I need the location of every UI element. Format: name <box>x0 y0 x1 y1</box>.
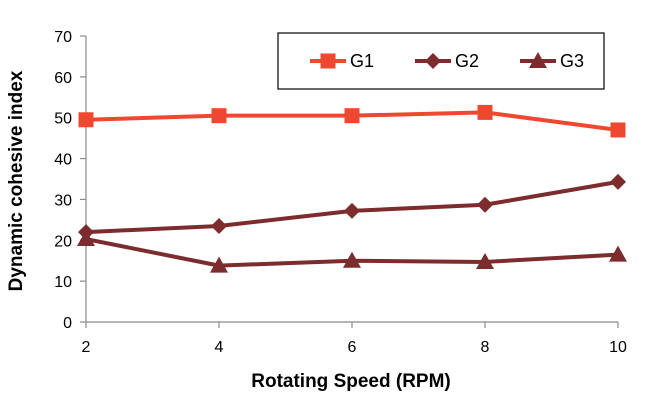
y-tick-label: 70 <box>54 29 72 46</box>
data-point-g2 <box>211 217 227 234</box>
legend-label: G3 <box>560 51 584 71</box>
x-tick-label: 6 <box>348 339 357 356</box>
legend-item-g2: G2 <box>415 51 479 71</box>
x-axis-title: Rotating Speed (RPM) <box>251 371 451 392</box>
x-axis-ticks: 2 4 6 8 10 <box>82 322 627 356</box>
y-tick-label: 20 <box>54 233 72 250</box>
y-tick-label: 50 <box>54 111 72 128</box>
data-point-g2 <box>477 196 493 213</box>
y-tick-label: 10 <box>54 274 72 291</box>
legend-item-g3: G3 <box>520 51 584 71</box>
x-tick-label: 2 <box>82 339 91 356</box>
series-g3 <box>77 230 627 273</box>
legend-label: G1 <box>350 51 374 71</box>
x-tick-label: 8 <box>481 339 490 356</box>
legend: G1 G2 G3 <box>277 32 605 90</box>
series-g1 <box>78 104 626 138</box>
data-point-g1 <box>610 122 626 138</box>
x-tick-label: 10 <box>609 339 627 356</box>
y-tick-label: 60 <box>54 70 72 87</box>
y-axis-ticks: 0 10 20 30 40 50 60 70 <box>54 29 86 332</box>
legend-marker-g2 <box>425 53 441 69</box>
data-point-g1 <box>211 108 227 124</box>
legend-marker-g3 <box>529 52 547 68</box>
y-tick-label: 0 <box>63 315 72 332</box>
y-tick-label: 40 <box>54 152 72 169</box>
data-point-g3 <box>210 256 228 273</box>
data-point-g3 <box>609 245 627 262</box>
x-tick-label: 4 <box>215 339 224 356</box>
data-point-g2 <box>610 173 626 190</box>
data-point-g3 <box>343 251 361 268</box>
legend-marker-g1 <box>320 53 336 69</box>
data-point-g2 <box>344 202 360 219</box>
y-tick-label: 30 <box>54 192 72 209</box>
data-point-g1 <box>78 112 94 128</box>
legend-item-g1: G1 <box>310 51 374 71</box>
y-axis-title: Dynamic cohesive index <box>6 70 27 291</box>
series-layer <box>77 104 627 273</box>
data-point-g3 <box>476 252 494 269</box>
series-g2 <box>78 173 626 241</box>
data-point-g3 <box>77 230 95 247</box>
legend-label: G2 <box>455 51 479 71</box>
data-point-g1 <box>477 104 493 120</box>
data-point-g1 <box>344 108 360 124</box>
